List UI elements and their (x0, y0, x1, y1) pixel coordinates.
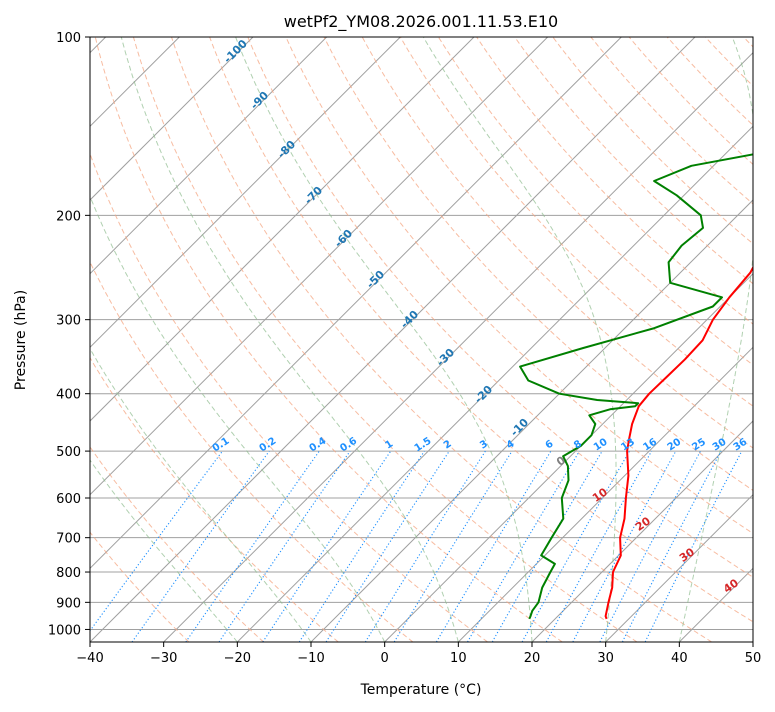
x-tick-label: 50 (745, 651, 762, 666)
x-tick-label: −10 (297, 651, 324, 666)
x-tick-label: 0 (381, 651, 389, 666)
y-tick-label: 1000 (48, 623, 81, 638)
y-tick-label: 100 (56, 31, 81, 46)
x-tick-label: 40 (671, 651, 688, 666)
y-tick-label: 300 (56, 314, 81, 329)
x-tick-label: −30 (150, 651, 177, 666)
x-axis-label: Temperature (°C) (360, 682, 482, 698)
y-tick-label: 700 (56, 532, 81, 547)
x-tick-label: −40 (76, 651, 103, 666)
x-tick-label: 20 (524, 651, 541, 666)
x-tick-label: −20 (224, 651, 251, 666)
y-tick-label: 900 (56, 596, 81, 611)
y-tick-label: 200 (56, 209, 81, 224)
x-tick-label: 10 (450, 651, 467, 666)
y-tick-label: 600 (56, 492, 81, 507)
y-axis-label: Pressure (hPa) (13, 290, 29, 390)
y-tick-label: 500 (56, 445, 81, 460)
y-tick-label: 400 (56, 388, 81, 403)
x-tick-label: 30 (597, 651, 614, 666)
chart-title: wetPf2_YM08.2026.001.11.53.E10 (284, 12, 558, 32)
y-tick-label: 800 (56, 566, 81, 581)
